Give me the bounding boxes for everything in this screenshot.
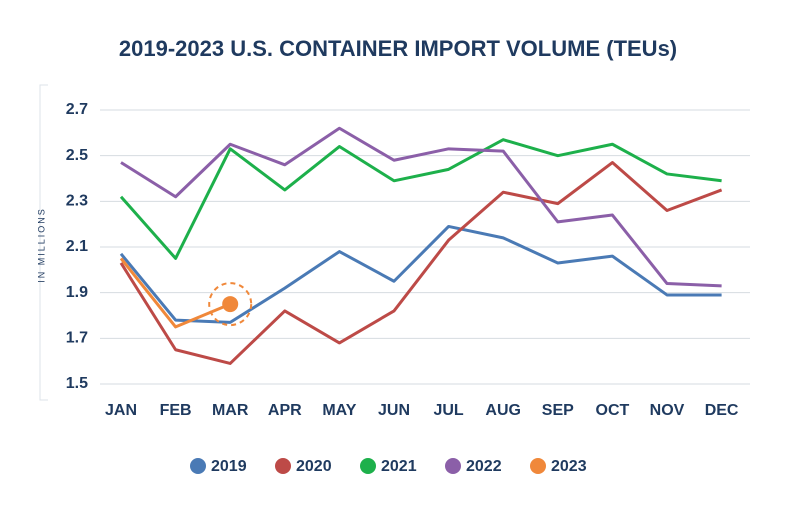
- x-tick-label: APR: [268, 402, 302, 419]
- y-tick-label: 1.7: [66, 330, 88, 347]
- legend-swatch: [190, 458, 206, 474]
- y-axis-label: IN MILLIONS: [36, 207, 46, 283]
- series-line: [119, 161, 723, 365]
- x-tick-label: DEC: [705, 402, 739, 419]
- y-tick-label: 1.9: [66, 284, 88, 301]
- x-tick-label: AUG: [485, 402, 521, 419]
- x-tick-label: MAY: [322, 402, 356, 419]
- legend-swatch: [530, 458, 546, 474]
- x-tick-label: JUN: [378, 402, 410, 419]
- axis-bracket: [39, 84, 48, 401]
- series-line: [119, 224, 722, 324]
- x-tick-label: MAR: [212, 402, 249, 419]
- x-tick-label: SEP: [542, 402, 574, 419]
- chart-title: 2019-2023 U.S. CONTAINER IMPORT VOLUME (…: [119, 36, 677, 61]
- x-tick-label: OCT: [596, 402, 630, 419]
- y-tick-label: 1.5: [66, 375, 88, 392]
- series-line: [119, 138, 722, 260]
- highlight-ring: [208, 282, 253, 327]
- legend-label: 2021: [381, 458, 417, 475]
- y-tick-label: 2.3: [66, 193, 88, 210]
- legend-swatch: [445, 458, 461, 474]
- y-tick-label: 2.7: [66, 101, 88, 118]
- legend-label: 2022: [466, 458, 502, 475]
- x-tick-label: JUL: [433, 402, 463, 419]
- x-tick-label: FEB: [160, 402, 192, 419]
- legend-label: 2023: [551, 458, 587, 475]
- x-tick-label: JAN: [105, 402, 137, 419]
- latest-point: [222, 296, 239, 313]
- legend-swatch: [360, 458, 376, 474]
- y-tick-label: 2.5: [66, 147, 88, 164]
- series-line: [120, 126, 722, 288]
- legend-label: 2019: [211, 458, 247, 475]
- y-tick-label: 2.1: [66, 238, 88, 255]
- series-line: [119, 257, 231, 329]
- legend-swatch: [275, 458, 291, 474]
- legend-label: 2020: [296, 458, 332, 475]
- x-tick-label: NOV: [650, 402, 685, 419]
